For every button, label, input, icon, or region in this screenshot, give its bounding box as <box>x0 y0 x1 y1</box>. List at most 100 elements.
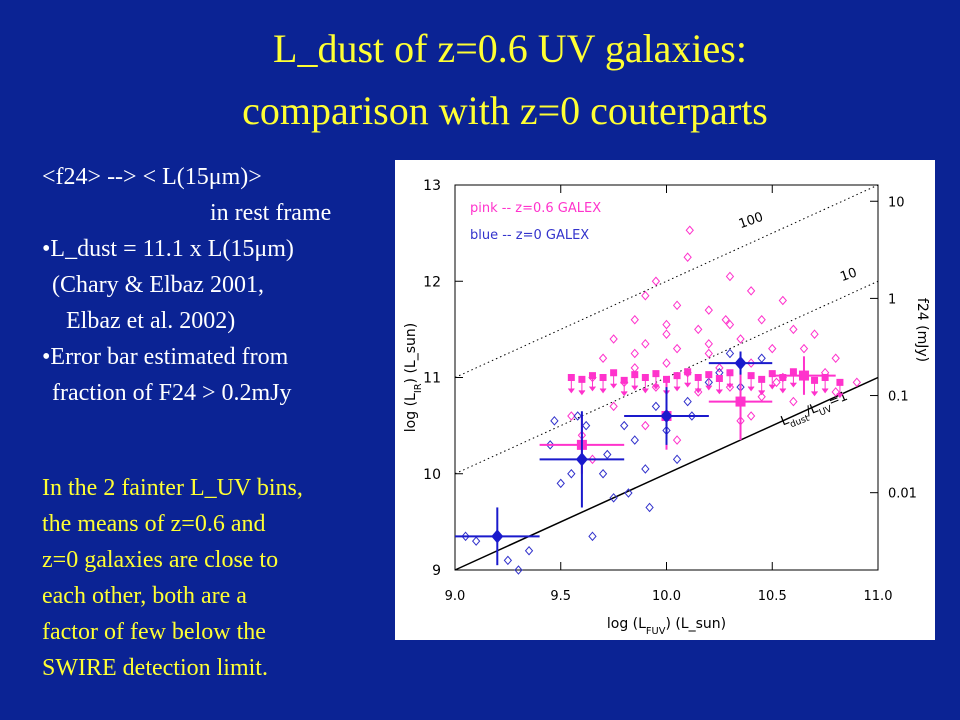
point <box>588 531 597 542</box>
upper-limit <box>747 372 755 392</box>
point <box>725 271 735 282</box>
mean-point <box>798 370 809 381</box>
point <box>672 300 682 311</box>
upper-limit <box>567 374 575 394</box>
reference-line <box>454 280 879 475</box>
point <box>641 339 650 349</box>
note-line: <f24> --> < L(15μm)> <box>42 164 262 190</box>
upper-limit <box>610 369 618 389</box>
point <box>715 363 724 373</box>
point <box>810 329 819 339</box>
note-line: •L_dust = 11.1 x L(15μm) <box>42 236 294 262</box>
point <box>573 411 582 421</box>
point <box>567 411 576 421</box>
point <box>651 401 661 412</box>
y2-axis-label: f24 (mJy) <box>914 298 930 362</box>
upper-limit <box>694 374 702 394</box>
y-axis-label-part: IR <box>413 383 424 393</box>
point <box>598 468 608 479</box>
point <box>725 319 735 330</box>
point <box>624 488 633 498</box>
point <box>609 401 618 412</box>
y-tick-label: 12 <box>423 274 441 290</box>
mean-point <box>491 529 504 544</box>
upper-limit <box>641 374 649 394</box>
upper-limit <box>673 372 681 392</box>
slide-title: L_dust of z=0.6 UV galaxies: <box>273 26 747 71</box>
point <box>831 353 840 364</box>
y2-tick-label: 10 <box>888 195 905 210</box>
point <box>567 468 576 479</box>
mean-point <box>575 452 588 467</box>
upper-limit <box>811 376 819 397</box>
point <box>704 348 713 359</box>
point <box>725 382 735 392</box>
x-axis-label: log (LFUV) (L_sun) <box>607 616 726 637</box>
x-tick-label: 10.0 <box>652 589 681 604</box>
chart: 9.0 9.5 10.0 10.5 11.0 9 10 11 12 13 10 1 0.1 0.01 log… <box>403 178 930 637</box>
point <box>630 314 639 325</box>
point <box>721 314 730 325</box>
point <box>598 353 608 364</box>
x-tick-label: 9.5 <box>550 589 571 604</box>
y-tick-label: 13 <box>423 178 441 194</box>
point <box>630 348 639 359</box>
point <box>683 252 692 262</box>
point <box>620 420 629 431</box>
x-axis-label-part: log (L <box>607 616 646 632</box>
point <box>704 305 713 315</box>
point <box>685 225 694 235</box>
x-tick-label: 11.0 <box>864 589 893 604</box>
point <box>609 334 618 344</box>
point <box>641 464 650 474</box>
point <box>672 343 682 354</box>
note-line: Elbaz et al. 2002) <box>66 308 235 334</box>
upper-limit <box>599 374 607 394</box>
point <box>524 545 534 556</box>
y-axis-label-part: log (L <box>403 393 419 432</box>
upper-limit <box>705 371 713 391</box>
conclusion-line: each other, both are a <box>42 583 247 609</box>
upper-limit <box>821 374 829 394</box>
point <box>789 324 798 335</box>
line-label: 10 <box>838 265 859 285</box>
point <box>768 343 777 354</box>
point <box>641 420 650 431</box>
note-line: •Error bar estimated from <box>42 344 289 370</box>
x-axis-label-part: FUV <box>646 626 666 637</box>
y-tick-label: 10 <box>423 467 441 483</box>
point <box>746 358 756 368</box>
y-axis-label: log (LIR) (L_sun) <box>403 323 424 432</box>
point <box>736 334 745 344</box>
point <box>651 276 661 287</box>
x-tick-label: 10.5 <box>758 589 787 604</box>
point <box>662 329 671 339</box>
point <box>461 531 470 542</box>
legend-entry: pink -- z=0.6 GALEX <box>470 201 601 216</box>
point <box>694 324 703 335</box>
mean-point <box>660 409 673 423</box>
upper-limit <box>631 371 639 391</box>
point <box>546 440 555 450</box>
point <box>588 454 597 465</box>
point <box>772 377 781 388</box>
point <box>746 286 756 296</box>
y2-tick-label: 1 <box>888 292 896 307</box>
x-axis-label-part: ) (L_sun) <box>665 616 726 632</box>
point <box>683 396 692 407</box>
upper-limit <box>578 375 586 396</box>
upper-limit <box>715 374 723 395</box>
point <box>641 290 650 301</box>
mean-point <box>734 356 747 371</box>
upper-limit <box>684 368 692 388</box>
point <box>609 493 618 503</box>
notes: <f24> --> < L(15μm)> in rest frame •L_dust… <box>42 164 331 681</box>
note-line: in rest frame <box>210 200 331 226</box>
reference-line <box>454 184 879 378</box>
point <box>852 377 862 388</box>
upper-limit <box>620 376 628 397</box>
reference-line <box>454 376 879 571</box>
upper-limit <box>836 378 844 399</box>
conclusion-line: the means of z=0.6 and <box>42 511 265 537</box>
